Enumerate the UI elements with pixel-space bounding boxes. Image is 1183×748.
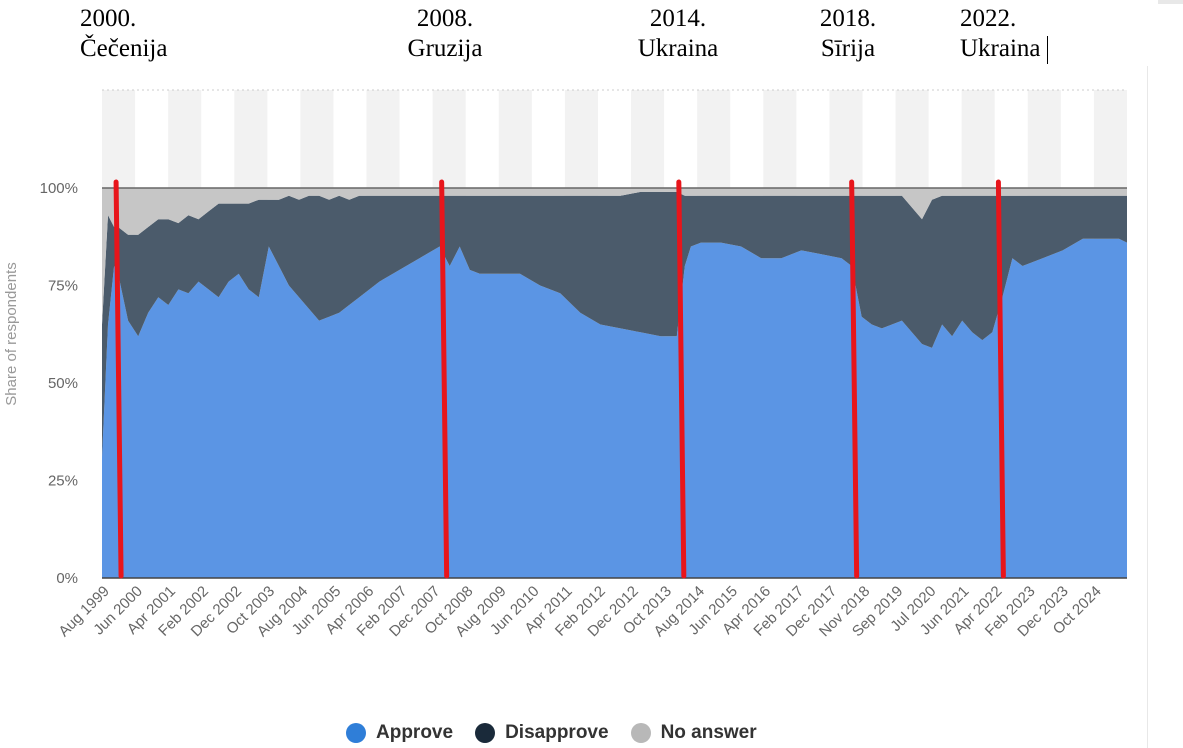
annotation-year: 2018. [819, 5, 877, 32]
legend-marker-disapprove [475, 723, 496, 743]
annotation-label: Gruzija [407, 35, 483, 62]
edge-mark [1158, 0, 1183, 4]
annotation-2018: 2018. Sīrija [812, 4, 884, 64]
legend-item-approve[interactable]: Approve [346, 722, 453, 744]
annotation-year: 2022. [960, 5, 1017, 32]
legend-label: Approve [376, 722, 454, 743]
stacked-areas [102, 187, 1127, 578]
annotation-label: Sīrija [820, 35, 876, 62]
legend-item-no-answer[interactable]: No answer [630, 722, 757, 744]
annotation-2014: 2014. Ukraina [633, 4, 723, 64]
y-axis-label: Share of respondents [3, 262, 20, 405]
annotation-year: 2000. [80, 5, 137, 32]
y-tick-label: 50% [48, 375, 78, 392]
area-approve [102, 238, 1127, 578]
annotation-label: Ukraina [637, 35, 719, 62]
y-tick-label: 75% [48, 278, 78, 295]
event-line [849, 179, 860, 579]
annotation-2000: 2000. Čečenija [80, 4, 167, 64]
event-line [113, 179, 124, 579]
legend-label: No answer [660, 722, 757, 743]
text-cursor [1047, 36, 1048, 64]
area-no-answer [102, 188, 1127, 325]
annotation-2022: 2022. Ukraina [960, 4, 1041, 64]
annotation-label: Čečenija [80, 35, 168, 62]
event-line [995, 179, 1006, 579]
y-tick-label: 25% [48, 473, 78, 490]
annotation-year: 2014. [649, 5, 707, 32]
legend-marker-approve [346, 723, 366, 743]
event-lines [113, 179, 1006, 579]
area-disapprove [102, 191, 1127, 458]
y-axis: 0% 25% 50% 75% 100% [40, 180, 78, 587]
annotation-2008: 2008. Gruzija [402, 4, 488, 64]
y-tick-label: 100% [40, 180, 78, 197]
event-line [676, 179, 687, 579]
legend: Approve Disapprove No answer [346, 719, 779, 747]
legend-label: Disapprove [505, 722, 609, 743]
edge-line [1147, 66, 1148, 748]
legend-marker-no-answer [630, 723, 651, 743]
annotation-year: 2008. [416, 5, 474, 32]
annotation-label: Ukraina [960, 35, 1041, 62]
event-line [439, 179, 450, 579]
legend-item-disapprove[interactable]: Disapprove [475, 722, 609, 744]
y-tick-label: 0% [56, 570, 78, 587]
